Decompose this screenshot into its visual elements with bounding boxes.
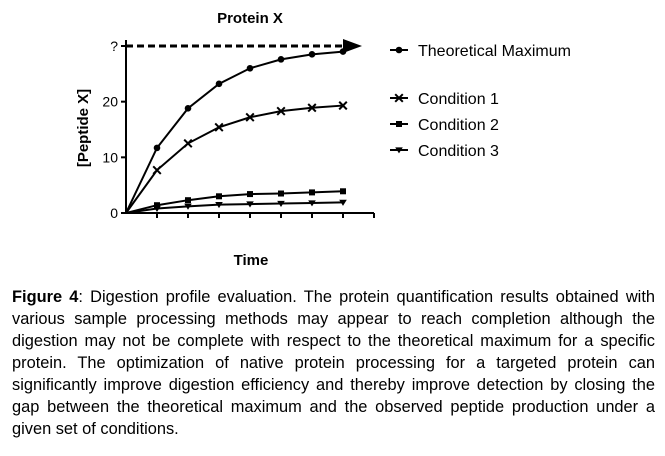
data-point-0-5 <box>277 56 285 63</box>
legend: Theoretical Maximum Condition 1 Condition … <box>390 43 571 160</box>
series-2 <box>125 188 346 214</box>
data-point-3-4 <box>246 201 254 208</box>
y-tick-label-0: 0 <box>110 205 118 221</box>
data-point-3-1 <box>153 205 161 212</box>
legend-marker-3 <box>395 147 403 154</box>
series-line-2 <box>125 190 344 214</box>
caption-label: Figure 4 <box>12 288 79 306</box>
series-line-1 <box>125 104 344 214</box>
data-point-1-4 <box>245 112 255 122</box>
legend-marker-2 <box>396 121 402 127</box>
y-tick-label-1: 10 <box>102 149 118 165</box>
legend-label-0: Theoretical Maximum <box>418 43 571 60</box>
data-point-0-1 <box>153 144 161 152</box>
series-line-0 <box>125 50 344 214</box>
data-point-0-6 <box>308 51 316 58</box>
x-axis-label: Time <box>234 252 269 269</box>
series-1 <box>125 101 348 214</box>
data-point-2-5 <box>278 190 284 197</box>
series-3 <box>125 199 347 214</box>
data-point-1-7 <box>338 101 348 111</box>
legend-marker-0 <box>395 46 403 54</box>
theoretical-max-arrowhead <box>343 39 362 53</box>
data-point-0-3 <box>215 80 223 88</box>
data-point-2-1 <box>154 202 160 209</box>
legend-label-1: Condition 1 <box>418 91 499 108</box>
data-point-1-6 <box>307 103 317 113</box>
y-tick-label-2: 20 <box>102 94 118 110</box>
data-point-0-2 <box>184 105 192 112</box>
data-point-3-2 <box>184 203 192 210</box>
data-point-2-3 <box>216 193 222 200</box>
data-point-1-1 <box>152 165 162 175</box>
data-point-0-4 <box>246 64 254 72</box>
y-axis-label: [Peptide X] <box>75 89 92 167</box>
legend-entry-0: Theoretical Maximum <box>390 43 571 60</box>
series-layer <box>125 48 348 214</box>
legend-marker-1 <box>394 93 404 103</box>
data-point-0-7 <box>339 48 347 55</box>
data-point-1-3 <box>214 122 224 132</box>
y-tick-label-3: ? <box>110 38 118 54</box>
data-point-2-7 <box>340 188 346 195</box>
legend-entry-3: Condition 3 <box>390 143 499 160</box>
data-point-1-5 <box>276 106 286 116</box>
data-point-3-6 <box>308 200 316 207</box>
legend-label-3: Condition 3 <box>418 143 499 160</box>
series-line-3 <box>125 201 344 214</box>
chart-title: Protein X <box>217 10 283 27</box>
data-point-1-2 <box>183 138 193 148</box>
data-point-2-4 <box>247 191 253 198</box>
axes: 0 10 20? <box>102 38 375 221</box>
data-point-3-3 <box>215 201 223 209</box>
legend-entry-2: Condition 2 <box>390 117 499 134</box>
series-0 <box>125 48 347 214</box>
legend-label-2: Condition 2 <box>418 117 499 134</box>
data-point-3-5 <box>277 200 285 207</box>
caption-text: : Digestion profile evaluation. The prot… <box>12 288 655 438</box>
figure-caption: Figure 4: Digestion profile evaluation. … <box>12 286 655 440</box>
data-point-3-7 <box>339 199 347 206</box>
legend-entry-1: Condition 1 <box>390 91 499 108</box>
chart: Protein X [Peptide X] Time 0 10 20? Theore… <box>75 10 571 269</box>
data-point-2-6 <box>309 189 315 196</box>
data-point-2-2 <box>185 197 191 204</box>
